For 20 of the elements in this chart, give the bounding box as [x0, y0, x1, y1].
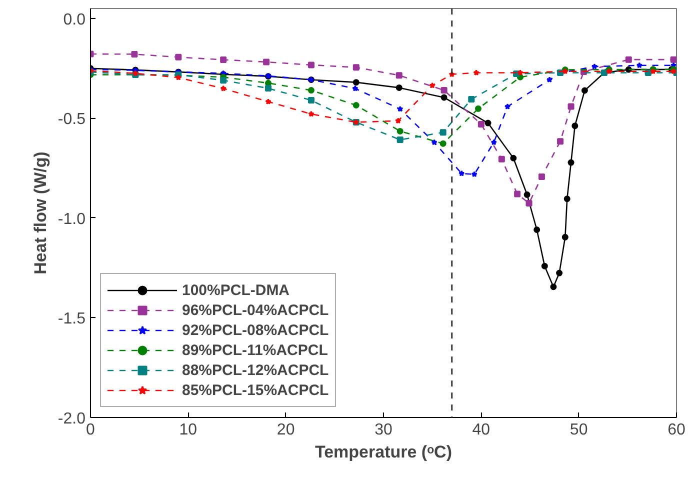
x-tick-label: 30 — [374, 422, 392, 438]
y-tick-label: -1.0 — [58, 210, 86, 228]
legend-label: 88%PCL-12%ACPCL — [182, 362, 329, 378]
y-tick-label: 0.0 — [63, 11, 86, 28]
x-tick-label: 50 — [570, 422, 588, 438]
x-tick-label: 20 — [276, 422, 295, 438]
x-tick-label: 10 — [179, 422, 198, 438]
x-axis-title: Temperature (ᵒC) — [314, 442, 452, 462]
legend-label: 85%PCL-15%ACPCL — [182, 382, 329, 398]
x-tick-label: 60 — [668, 422, 686, 438]
legend-label: 89%PCL-11%ACPCL — [182, 342, 328, 358]
y-tick-label: -0.5 — [58, 111, 86, 128]
x-tick-label: 0 — [86, 422, 96, 438]
legend-label: 96%PCL-04%ACPCL — [182, 302, 329, 318]
legend-label: 92%PCL-08%ACPCL — [182, 322, 329, 338]
y-tick-label: -1.5 — [58, 310, 86, 328]
x-tick-label: 40 — [472, 422, 490, 438]
legend-label: 100%PCL-DMA — [182, 282, 290, 298]
y-axis-title: Heat flow (W/g) — [30, 152, 50, 274]
y-tick-label: -2.0 — [58, 410, 86, 428]
